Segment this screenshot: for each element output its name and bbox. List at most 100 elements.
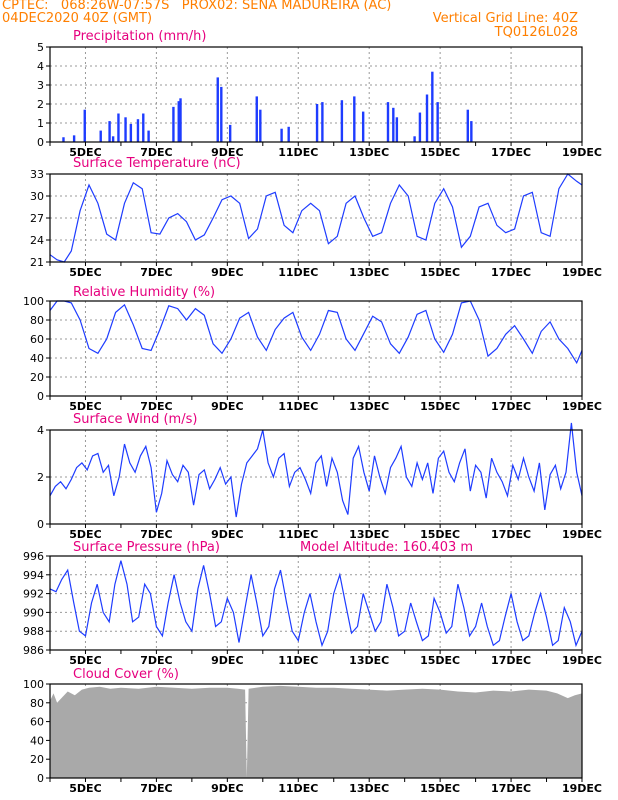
y-tick-label: 100 [23,295,44,308]
x-tick-label: 19DEC [562,400,602,413]
x-tick-label: 13DEC [349,146,389,159]
y-tick-label: 986 [23,644,44,657]
x-tick-label: 11DEC [278,654,318,667]
x-tick-label: 9DEC [211,528,243,541]
precip-bar [136,119,140,142]
precip-bar [466,109,469,142]
x-tick-label: 11DEC [278,528,318,541]
x-tick-label: 19DEC [562,146,602,159]
x-tick-label: 15DEC [420,654,460,667]
y-tick-label: 0 [37,136,44,149]
temp-line [49,173,583,263]
panel-frame [49,555,583,651]
panel-frame [49,46,583,143]
precip-bar [124,117,127,142]
precip-bar [418,112,422,142]
y-tick-label: 994 [23,569,44,582]
panel-title: Surface Wind (m/s) [73,412,197,427]
panel-wind: Surface Wind (m/s) 0 2 4 5DEC 7DEC 9DEC 11DEC 13… [37,412,602,541]
y-tick-label: 40 [30,734,44,747]
rh-line [49,300,583,365]
precip-bar [177,101,180,142]
x-tick-label: 7DEC [140,782,172,795]
precip-bar [436,102,439,142]
x-tick-label: 5DEC [69,146,101,159]
panel-pressure: Surface Pressure (hPa) Model Altitude: 16… [23,540,602,667]
precip-bar [425,94,429,142]
x-tick-label: 9DEC [211,266,243,279]
precip-bar [340,100,344,142]
x-tick-label: 9DEC [211,782,243,795]
precip-bar [431,71,434,142]
x-tick-label: 11DEC [278,266,318,279]
x-tick-label: 7DEC [140,146,172,159]
precip-bar [111,136,115,142]
x-tick-label: 5DEC [69,782,101,795]
x-tick-label: 15DEC [420,400,460,413]
precip-bar [361,111,365,142]
header-model-id: TQ0126L028 [494,25,578,40]
wind-line [49,422,583,518]
x-tick-label: 5DEC [69,266,101,279]
y-tick-label: 24 [30,234,44,247]
panel-rh: Relative Humidity (%) 0 20 40 60 80 100 5DEC 7DE… [23,285,602,413]
precip-bar [172,106,175,142]
x-tick-label: 15DEC [420,528,460,541]
x-tick-label: 17DEC [491,400,531,413]
y-tick-label: 60 [30,716,44,729]
y-tick-label: 3 [37,79,44,92]
x-tick-label: 5DEC [69,400,101,413]
y-tick-label: 1 [37,117,44,130]
y-tick-label: 20 [30,753,44,766]
y-tick-label: 27 [30,212,44,225]
x-tick-label: 9DEC [211,654,243,667]
precip-bar [315,104,319,142]
panel-title: Cloud Cover (%) [73,667,179,682]
precip-bar [108,121,111,142]
x-tick-label: 17DEC [491,654,531,667]
precip-bar [62,137,65,142]
y-tick-label: 5 [37,41,44,54]
x-tick-label: 17DEC [491,266,531,279]
precip-bar [353,96,356,142]
y-tick-label: 80 [30,314,44,327]
panel-title: Relative Humidity (%) [73,285,215,300]
panel-frame [49,300,583,397]
x-tick-label: 17DEC [491,146,531,159]
panel-frame [49,173,583,263]
y-tick-label: 20 [30,371,44,384]
precip-bar [99,130,102,142]
x-tick-label: 17DEC [491,782,531,795]
y-tick-label: 2 [37,98,44,111]
y-tick-label: 100 [23,678,44,691]
x-tick-label: 11DEC [278,782,318,795]
y-tick-label: 21 [30,256,44,269]
y-tick-label: 30 [30,190,44,203]
x-tick-label: 15DEC [420,266,460,279]
y-tick-label: 4 [37,60,44,73]
cloud-area [50,685,582,778]
x-tick-label: 19DEC [562,654,602,667]
x-tick-label: 9DEC [211,146,243,159]
precip-bar [72,135,76,142]
x-tick-label: 13DEC [349,400,389,413]
y-tick-label: 990 [23,606,44,619]
panel-title: Precipitation (mm/h) [73,29,206,44]
x-tick-label: 19DEC [562,782,602,795]
y-tick-label: 4 [37,424,44,437]
x-tick-label: 13DEC [349,782,389,795]
y-tick-label: 0 [37,518,44,531]
panel-precip: Precipitation (mm/h) 0 1 2 3 4 5 5DEC 7DEC 9DEC 11… [37,29,602,159]
x-tick-label: 15DEC [420,782,460,795]
x-tick-label: 7DEC [140,654,172,667]
y-tick-label: 996 [23,550,44,563]
panel-frame [49,683,583,779]
precip-bar [392,107,395,142]
precip-bar [142,113,145,142]
precip-bar [259,109,262,142]
precip-bar [470,121,473,142]
x-tick-label: 9DEC [211,400,243,413]
x-tick-label: 7DEC [140,400,172,413]
header-vertical-grid-line: Vertical Grid Line: 40Z [432,11,578,26]
